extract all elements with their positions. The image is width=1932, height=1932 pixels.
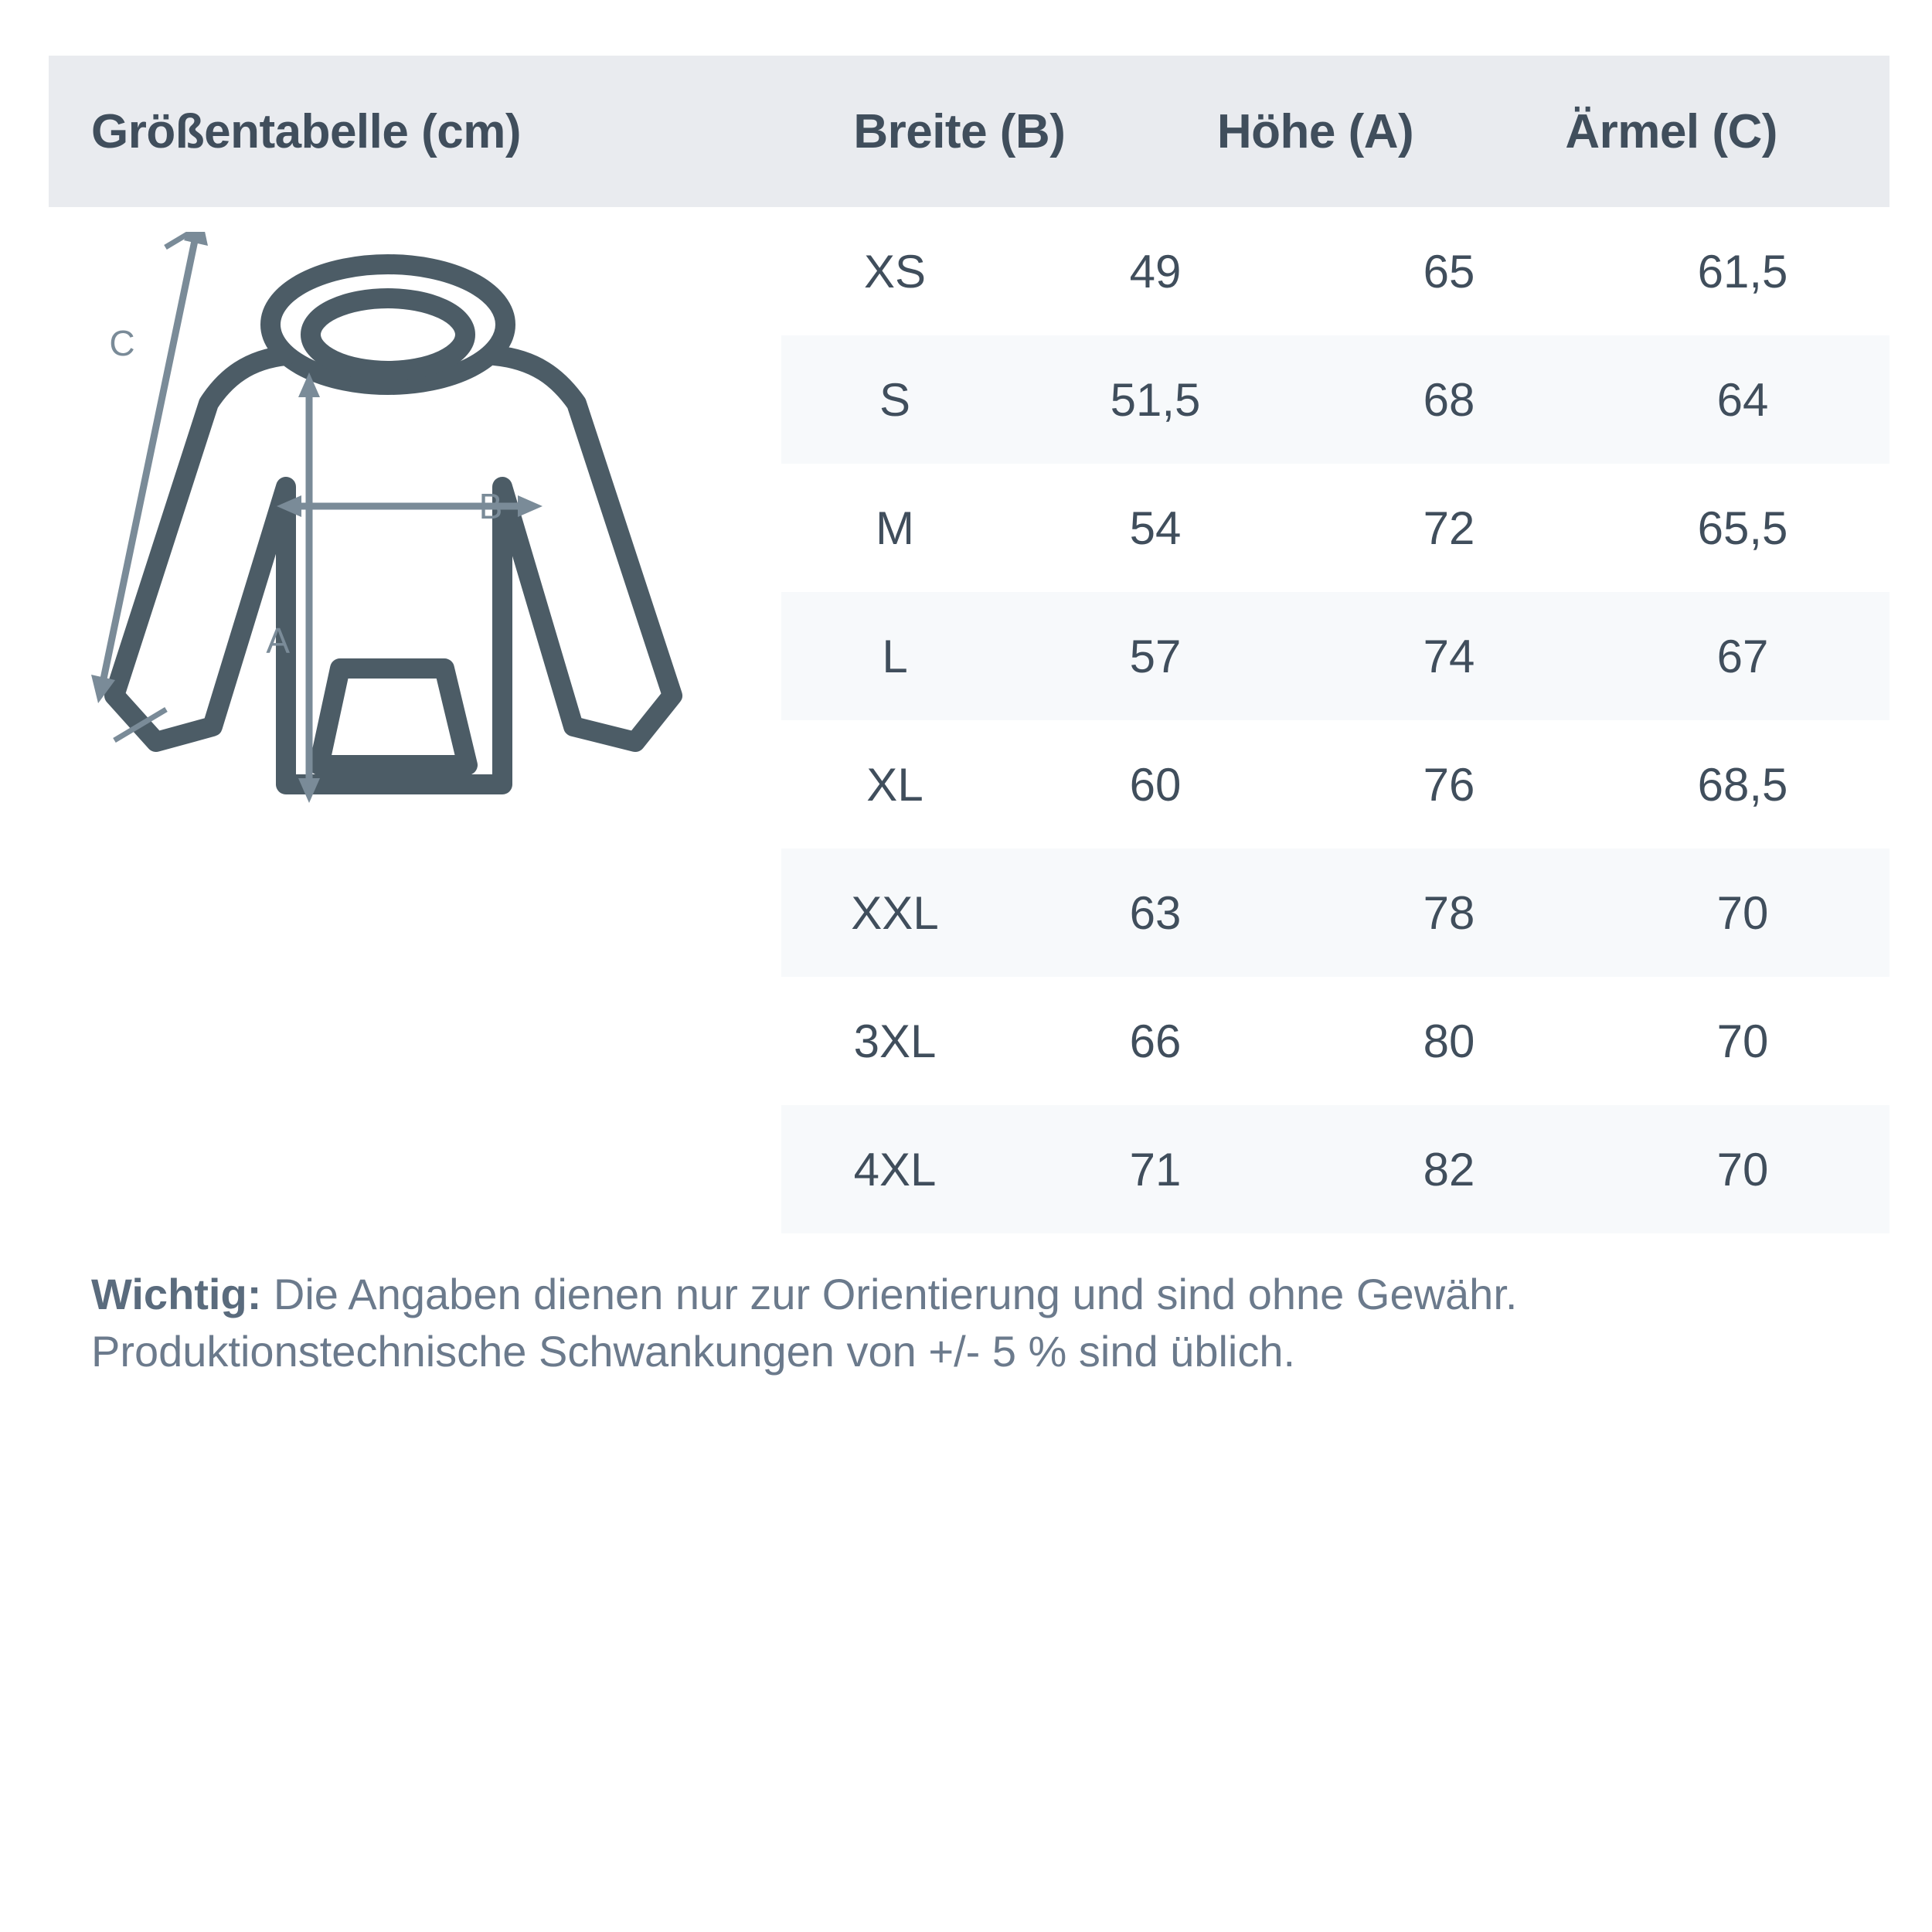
table-row[interactable]: XXL 63 78 70 [781, 849, 1889, 977]
cell-aermel: 68,5 [1697, 758, 1788, 811]
cell-size: L [882, 630, 908, 682]
table-row[interactable]: 4XL 71 82 70 [781, 1105, 1889, 1233]
measure-c-arrow [91, 232, 208, 743]
cell-aermel: 67 [1716, 630, 1769, 682]
hoodie-diagram: C A B [54, 232, 765, 866]
hoodie-icon [104, 254, 682, 794]
cell-hoehe: 72 [1423, 502, 1475, 554]
size-table: XS 49 65 61,5 S 51,5 68 64 M 54 72 65,5 … [781, 207, 1889, 1233]
page-title: Größentabelle (cm) [91, 104, 522, 158]
measure-b-arrow [277, 495, 543, 517]
cell-breite: 57 [1129, 630, 1182, 682]
measure-label-b: B [479, 486, 503, 526]
cell-breite: 54 [1129, 502, 1182, 554]
cell-hoehe: 82 [1423, 1143, 1475, 1196]
cell-hoehe: 65 [1423, 245, 1475, 298]
cell-hoehe: 76 [1423, 758, 1475, 811]
cell-breite: 51,5 [1110, 373, 1201, 426]
cell-aermel: 70 [1716, 886, 1769, 939]
disclaimer-note: Wichtig: Die Angaben dienen nur zur Orie… [91, 1266, 1892, 1381]
table-row[interactable]: 3XL 66 80 70 [781, 977, 1889, 1105]
disclaimer-line-1: Die Angaben dienen nur zur Orientierung … [261, 1270, 1518, 1318]
measurement-annotations [91, 232, 543, 803]
column-header-group: Breite (B) Höhe (A) Ärmel (C) [781, 56, 1849, 207]
cell-breite: 49 [1129, 245, 1182, 298]
disclaimer-line-2: Produktionstechnische Schwankungen von +… [91, 1327, 1296, 1376]
cell-breite: 71 [1129, 1143, 1182, 1196]
cell-size: S [879, 373, 911, 426]
table-row[interactable]: M 54 72 65,5 [781, 464, 1889, 592]
cell-size: 3XL [853, 1015, 937, 1067]
column-header-hoehe: Höhe (A) [1216, 104, 1414, 158]
cell-hoehe: 80 [1423, 1015, 1475, 1067]
cell-size: M [876, 502, 914, 554]
column-header-aermel: Ärmel (C) [1565, 104, 1777, 158]
disclaimer-label: Wichtig: [91, 1270, 262, 1318]
table-row[interactable]: XS 49 65 61,5 [781, 207, 1889, 335]
cell-breite: 66 [1129, 1015, 1182, 1067]
cell-hoehe: 74 [1423, 630, 1475, 682]
table-row[interactable]: L 57 74 67 [781, 592, 1889, 720]
cell-size: XXL [851, 886, 939, 939]
cell-breite: 60 [1129, 758, 1182, 811]
cell-aermel: 70 [1716, 1015, 1769, 1067]
cell-aermel: 64 [1716, 373, 1769, 426]
table-header-band: Größentabelle (cm) Breite (B) Höhe (A) Ä… [49, 56, 1889, 207]
cell-size: XL [866, 758, 923, 811]
cell-size: XS [863, 245, 927, 298]
column-header-breite: Breite (B) [853, 104, 1066, 158]
table-row[interactable]: S 51,5 68 64 [781, 335, 1889, 464]
measure-a-arrow [298, 372, 320, 803]
measure-label-a: A [266, 621, 290, 661]
table-row[interactable]: XL 60 76 68,5 [781, 720, 1889, 849]
cell-aermel: 61,5 [1697, 245, 1788, 298]
measure-label-c: C [109, 323, 134, 363]
cell-aermel: 70 [1716, 1143, 1769, 1196]
cell-breite: 63 [1129, 886, 1182, 939]
cell-hoehe: 68 [1423, 373, 1475, 426]
cell-hoehe: 78 [1423, 886, 1475, 939]
cell-size: 4XL [853, 1143, 937, 1196]
cell-aermel: 65,5 [1697, 502, 1788, 554]
